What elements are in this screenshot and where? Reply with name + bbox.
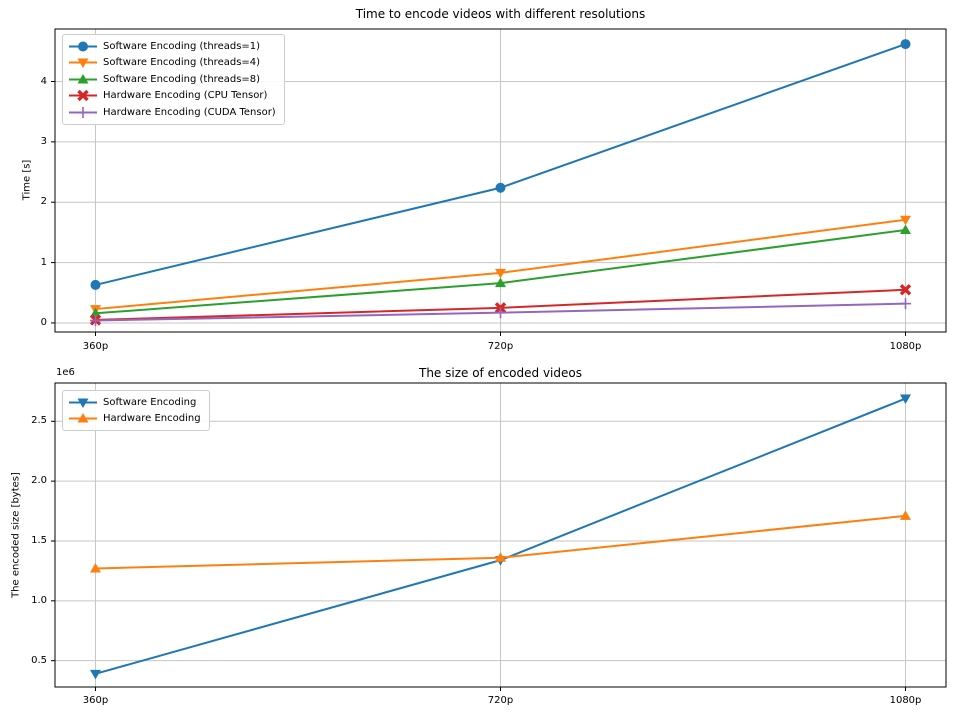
circle-marker: [90, 279, 101, 290]
legend-item: Software Encoding (threads=8): [68, 71, 276, 88]
y-tick-label: 0: [40, 316, 47, 328]
legend-marker-sample: [69, 413, 97, 423]
legend-item: Hardware Encoding: [68, 411, 201, 428]
chart1-title: Time to encode videos with different res…: [355, 7, 646, 21]
x-tick-label: 720p: [487, 341, 514, 352]
triangle-up-marker: [900, 510, 911, 520]
chart2-title: The size of encoded videos: [419, 366, 582, 380]
x-filled-marker: [77, 90, 89, 102]
legend-item: Software Encoding (threads=1): [68, 38, 276, 55]
chart2-legend: Software Encoding Hardware Encoding: [62, 390, 210, 431]
y-tick-label: 2.0: [31, 475, 47, 487]
legend-marker-sample: [69, 398, 97, 408]
x-tick-label: 360p: [82, 341, 109, 352]
triangle-down-marker: [900, 394, 911, 405]
x-tick-label: 720p: [487, 695, 514, 706]
x-filled-marker: [899, 284, 912, 296]
legend-label: Hardware Encoding (CUDA Tensor): [103, 106, 276, 118]
y-tick-label: 2: [40, 196, 47, 208]
y-tick-label: 3: [40, 135, 47, 147]
legend-marker-sample: [69, 58, 97, 69]
legend-item: Hardware Encoding (CUDA Tensor): [68, 104, 276, 121]
legend-label: Software Encoding (threads=4): [103, 57, 261, 69]
chart1-legend: Software Encoding (threads=1) Software En…: [62, 34, 285, 125]
legend-label: Hardware Encoding: [103, 413, 201, 425]
y-tick-label: 4: [40, 75, 47, 87]
circle-marker: [900, 39, 911, 50]
legend-marker-sample: [69, 73, 97, 84]
legend-label: Software Encoding (threads=1): [103, 40, 261, 52]
triangle-up-marker: [495, 552, 506, 562]
triangle-down-marker: [900, 215, 911, 226]
offset-text-1e6: 1e6: [56, 367, 75, 378]
legend-item: Software Encoding: [68, 394, 201, 411]
triangle-down-marker: [495, 268, 506, 279]
y-tick-label: 1.0: [31, 594, 47, 606]
triangle-down-marker: [77, 58, 89, 69]
triangle-up-marker: [90, 563, 101, 573]
triangle-down-marker: [90, 669, 101, 680]
y-tick-label: 0.5: [31, 654, 47, 666]
legend-label: Software Encoding (threads=8): [103, 73, 261, 85]
legend-marker-sample: [69, 90, 97, 102]
legend-marker-sample: [69, 106, 97, 118]
legend-marker-sample: [69, 41, 97, 52]
triangle-up-marker: [900, 224, 911, 234]
triangle-up-marker: [77, 73, 89, 84]
y-tick-label: 1: [40, 256, 47, 268]
triangle-up-marker: [495, 277, 506, 288]
legend-item: Hardware Encoding (CPU Tensor): [68, 88, 276, 105]
y-tick-label: 1.5: [31, 534, 47, 546]
x-tick-label: 360p: [82, 695, 109, 706]
legend-item: Software Encoding (threads=4): [68, 55, 276, 72]
circle-marker: [495, 182, 506, 193]
triangle-down-marker: [77, 398, 89, 408]
triangle-up-marker: [77, 413, 89, 423]
circle-marker: [78, 41, 88, 52]
legend-label: Hardware Encoding (CPU Tensor): [103, 90, 268, 102]
y-tick-label: 2.5: [31, 415, 47, 427]
legend-label: Software Encoding: [103, 396, 197, 408]
x-tick-label: 1080p: [889, 341, 922, 352]
x-tick-label: 1080p: [889, 695, 922, 706]
